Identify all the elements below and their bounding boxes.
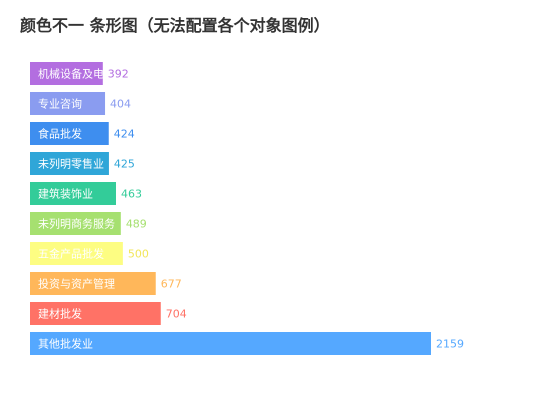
category-label-6: 五金产品批发 <box>38 247 104 261</box>
category-label-8: 建材批发 <box>38 307 82 321</box>
category-label-4: 建筑装饰业 <box>38 187 93 201</box>
bar-2[interactable] <box>30 122 109 145</box>
category-label-7: 投资与资产管理 <box>38 277 115 291</box>
bar-9[interactable] <box>30 332 431 355</box>
value-label-6: 500 <box>128 248 149 261</box>
category-label-9: 其他批发业 <box>38 337 93 351</box>
value-label-7: 677 <box>161 278 182 291</box>
value-label-5: 489 <box>126 218 147 231</box>
category-label-0: 机械设备及电 <box>38 67 104 81</box>
value-label-8: 704 <box>166 308 187 321</box>
bar-4[interactable] <box>30 182 116 205</box>
bar-0[interactable] <box>30 62 103 85</box>
bar-3[interactable] <box>30 152 109 175</box>
value-label-2: 424 <box>114 128 135 141</box>
bar-6[interactable] <box>30 242 123 265</box>
bar-5[interactable] <box>30 212 121 235</box>
chart-title: 颜色不一 条形图（无法配置各个对象图例） <box>20 16 330 35</box>
bar-8[interactable] <box>30 302 161 325</box>
bar-1[interactable] <box>30 92 106 115</box>
bar-7[interactable] <box>30 272 156 295</box>
category-label-2: 食品批发 <box>38 127 82 141</box>
category-label-3: 未列明零售业 <box>38 157 104 171</box>
value-label-1: 404 <box>110 98 131 111</box>
value-label-0: 392 <box>108 68 129 81</box>
category-label-1: 专业咨询 <box>38 97 82 111</box>
category-label-5: 未列明商务服务 <box>38 217 115 231</box>
value-label-4: 463 <box>121 188 142 201</box>
value-label-9: 2159 <box>436 338 464 351</box>
value-label-3: 425 <box>114 158 135 171</box>
